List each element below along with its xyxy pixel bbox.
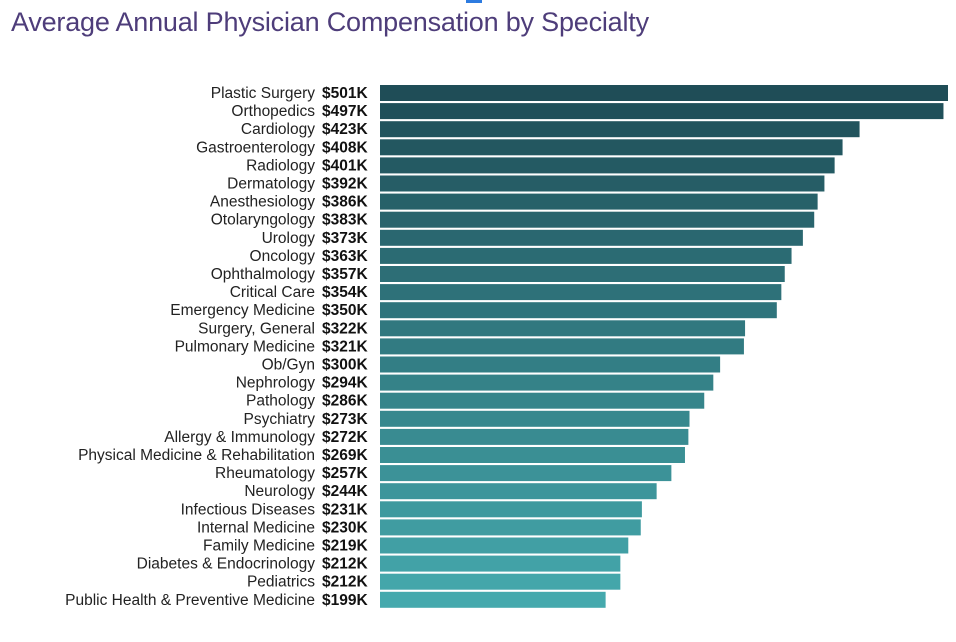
bar-17	[380, 392, 705, 409]
bar-28	[380, 591, 606, 608]
value-label: $321K	[322, 338, 368, 355]
bar-26	[380, 555, 621, 572]
bar-0	[380, 85, 948, 101]
category-label: Public Health & Preventive Medicine	[65, 592, 315, 609]
value-label: $423K	[322, 121, 368, 138]
category-label: Diabetes & Endocrinology	[137, 556, 316, 573]
value-label: $230K	[322, 519, 368, 536]
value-label: $373K	[322, 230, 368, 247]
category-label: Cardiology	[241, 121, 315, 138]
bar-9	[380, 247, 792, 264]
category-label: Plastic Surgery	[211, 85, 315, 102]
bar-8	[380, 229, 803, 246]
value-label: $322K	[322, 320, 368, 337]
value-label: $408K	[322, 139, 368, 156]
value-label: $212K	[322, 574, 368, 591]
category-label: Pathology	[246, 393, 315, 410]
category-label: Orthopedics	[231, 103, 315, 120]
value-label: $497K	[322, 103, 368, 120]
value-label: $244K	[322, 483, 368, 500]
category-label: Gastroenterology	[196, 139, 315, 156]
bar-10	[380, 266, 785, 282]
category-label: Anesthesiology	[210, 194, 315, 211]
category-label: Nephrology	[236, 375, 316, 392]
bar-1	[380, 103, 944, 120]
value-label: $273K	[322, 411, 368, 428]
value-label: $231K	[322, 501, 368, 518]
category-label: Surgery, General	[198, 320, 315, 337]
bar-23	[380, 501, 642, 518]
value-label: $212K	[322, 556, 368, 573]
value-label: $272K	[322, 429, 368, 446]
bar-15	[380, 356, 721, 373]
category-label: Ob/Gyn	[262, 357, 315, 374]
value-label: $300K	[322, 357, 368, 374]
category-label: Internal Medicine	[197, 519, 315, 536]
value-label: $257K	[322, 465, 368, 482]
bar-18	[380, 410, 690, 427]
bar-6	[380, 193, 818, 210]
category-label: Psychiatry	[244, 411, 316, 428]
bar-16	[380, 374, 714, 391]
category-label: Radiology	[246, 157, 315, 174]
category-label: Infectious Diseases	[181, 501, 316, 518]
bar-25	[380, 537, 629, 554]
category-label: Rheumatology	[215, 465, 315, 482]
bar-13	[380, 320, 746, 337]
bar-11	[380, 284, 782, 301]
chart-title: Average Annual Physician Compensation by…	[11, 7, 649, 37]
value-label: $286K	[322, 393, 368, 410]
value-label: $357K	[322, 266, 368, 283]
category-label: Physical Medicine & Rehabilitation	[78, 447, 315, 464]
value-label: $383K	[322, 212, 368, 229]
value-label: $354K	[322, 284, 368, 301]
bar-20	[380, 447, 685, 463]
bar-3	[380, 139, 843, 156]
category-label: Critical Care	[230, 284, 315, 301]
bar-7	[380, 211, 815, 228]
value-label: $350K	[322, 302, 368, 319]
category-label: Allergy & Immunology	[164, 429, 315, 446]
category-label: Family Medicine	[203, 538, 315, 555]
value-label: $501K	[322, 85, 368, 102]
category-label: Pulmonary Medicine	[175, 338, 315, 355]
value-label: $219K	[322, 538, 368, 555]
value-label: $363K	[322, 248, 368, 265]
bar-4	[380, 157, 835, 174]
bar-5	[380, 175, 825, 192]
value-label: $401K	[322, 157, 368, 174]
category-label: Pediatrics	[247, 574, 315, 591]
bar-19	[380, 428, 689, 445]
bar-12	[380, 302, 777, 319]
top-accent-bar	[466, 0, 482, 3]
bar-2	[380, 121, 860, 138]
category-label: Urology	[262, 230, 316, 247]
bar-14	[380, 338, 744, 355]
value-label: $199K	[322, 592, 368, 609]
category-label: Otolaryngology	[211, 212, 316, 229]
bar-24	[380, 519, 641, 536]
category-label: Emergency Medicine	[170, 302, 315, 319]
bar-22	[380, 483, 657, 500]
value-label: $392K	[322, 176, 368, 193]
category-label: Neurology	[244, 483, 315, 500]
category-label: Dermatology	[227, 176, 315, 193]
category-label: Oncology	[250, 248, 316, 265]
bar-21	[380, 465, 672, 482]
value-label: $386K	[322, 194, 368, 211]
value-label: $294K	[322, 375, 368, 392]
value-label: $269K	[322, 447, 368, 464]
category-label: Ophthalmology	[211, 266, 316, 283]
bar-27	[380, 573, 621, 590]
